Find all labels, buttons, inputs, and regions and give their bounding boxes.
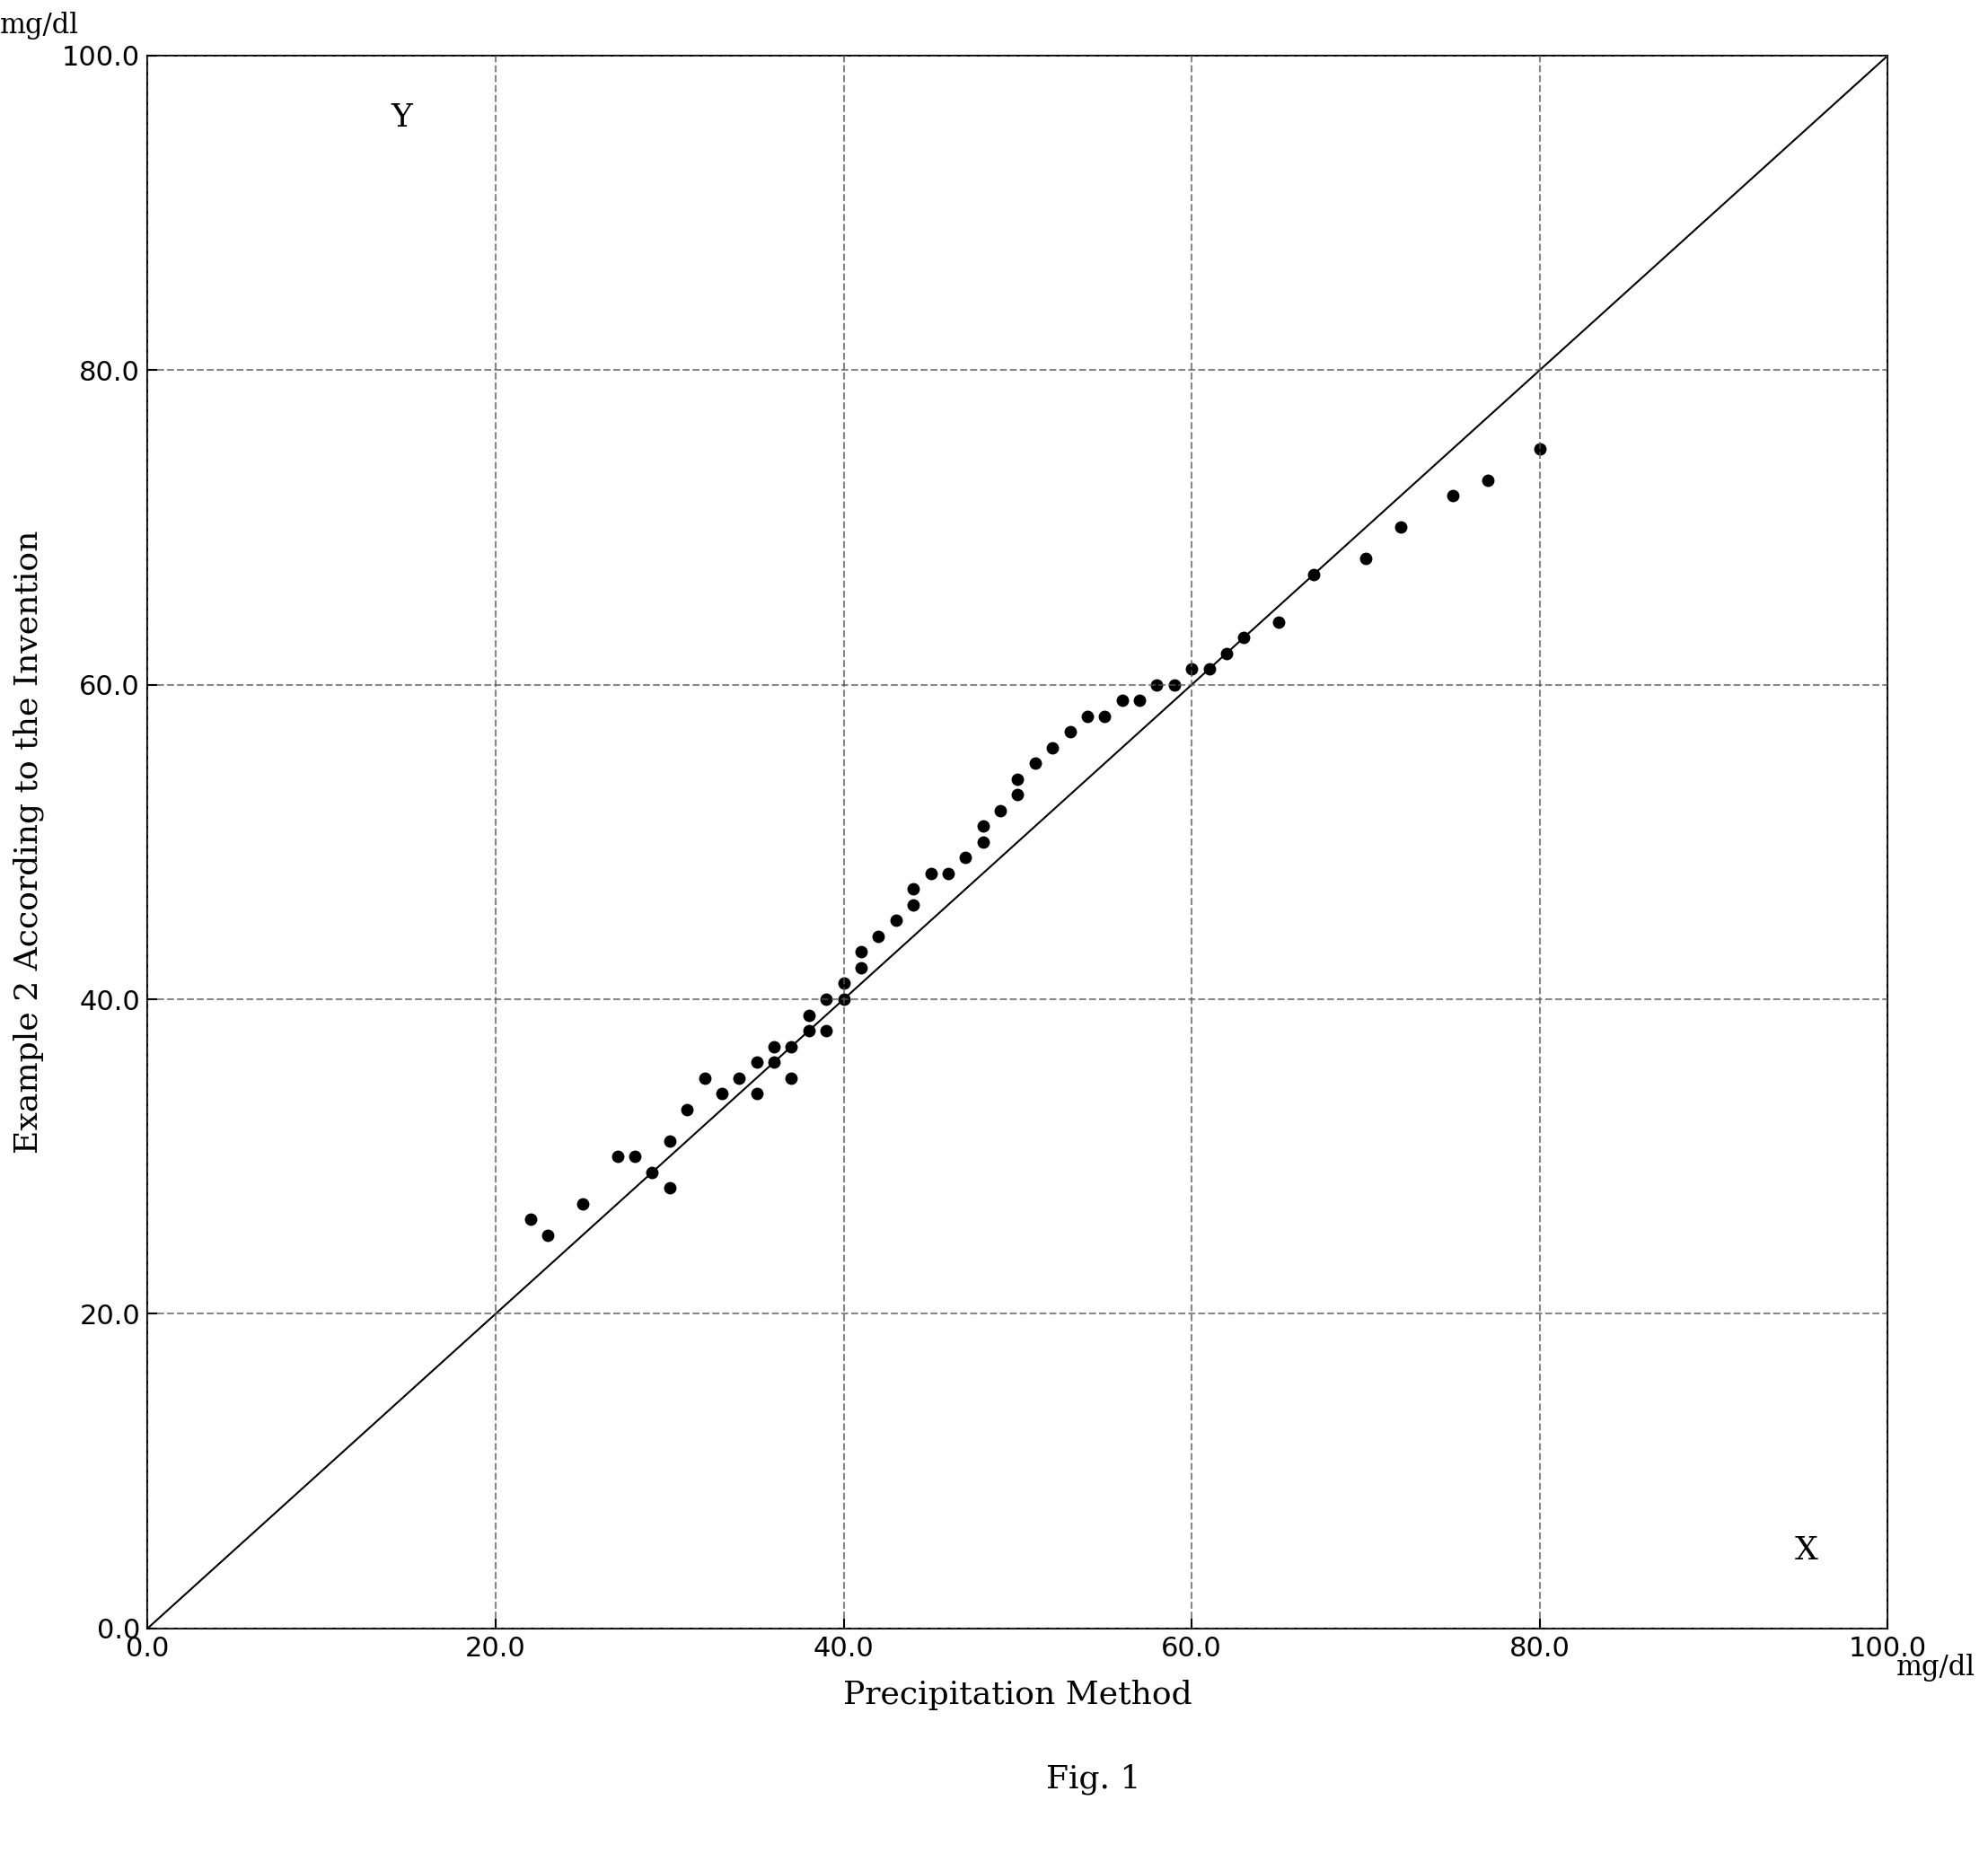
Point <box>775 1064 807 1093</box>
Point <box>897 875 928 904</box>
Point <box>1141 669 1173 699</box>
Text: Fig. 1: Fig. 1 <box>1046 1764 1141 1794</box>
Text: mg/dl: mg/dl <box>1897 1653 1976 1681</box>
Point <box>811 1015 843 1045</box>
Point <box>742 1047 773 1077</box>
Point <box>932 858 964 888</box>
Point <box>1089 700 1121 730</box>
Point <box>654 1173 686 1203</box>
Point <box>1159 669 1191 699</box>
Text: X: X <box>1795 1534 1819 1566</box>
Point <box>1525 434 1557 463</box>
Point <box>966 812 998 841</box>
Point <box>1262 608 1294 637</box>
Point <box>515 1204 547 1234</box>
Point <box>1123 686 1155 715</box>
Text: Y: Y <box>392 102 414 133</box>
Point <box>845 938 877 967</box>
Point <box>966 826 998 856</box>
Point <box>827 984 859 1014</box>
Point <box>863 921 895 951</box>
Point <box>618 1141 650 1171</box>
Point <box>1471 465 1503 495</box>
Point <box>654 1127 686 1156</box>
Point <box>827 969 859 999</box>
Point <box>1211 639 1242 669</box>
Point <box>1072 700 1103 730</box>
Point <box>672 1095 704 1125</box>
Y-axis label: Example 2 According to the Invention: Example 2 According to the Invention <box>14 530 44 1154</box>
Point <box>636 1158 668 1188</box>
Point <box>742 1078 773 1108</box>
Point <box>1350 545 1382 574</box>
Point <box>950 843 982 873</box>
Point <box>811 984 843 1014</box>
Point <box>914 858 946 888</box>
Point <box>757 1032 789 1062</box>
Point <box>881 906 912 936</box>
Text: mg/dl: mg/dl <box>0 11 80 39</box>
Point <box>1175 654 1207 684</box>
Point <box>533 1221 565 1251</box>
Point <box>1036 732 1068 762</box>
Point <box>1229 623 1260 652</box>
Point <box>706 1078 738 1108</box>
Point <box>688 1064 720 1093</box>
Point <box>793 1015 825 1045</box>
Point <box>1105 686 1137 715</box>
Point <box>1002 763 1034 793</box>
Point <box>793 1001 825 1030</box>
Point <box>984 795 1016 825</box>
Point <box>1002 780 1034 810</box>
Point <box>1054 717 1085 747</box>
Point <box>724 1064 755 1093</box>
X-axis label: Precipitation Method: Precipitation Method <box>843 1679 1193 1710</box>
Point <box>757 1047 789 1077</box>
Point <box>775 1032 807 1062</box>
Point <box>1193 654 1225 684</box>
Point <box>845 952 877 982</box>
Point <box>1020 749 1052 778</box>
Point <box>1386 513 1417 543</box>
Point <box>897 889 928 919</box>
Point <box>602 1141 634 1171</box>
Point <box>567 1190 598 1219</box>
Point <box>1298 560 1330 589</box>
Point <box>1437 482 1469 511</box>
